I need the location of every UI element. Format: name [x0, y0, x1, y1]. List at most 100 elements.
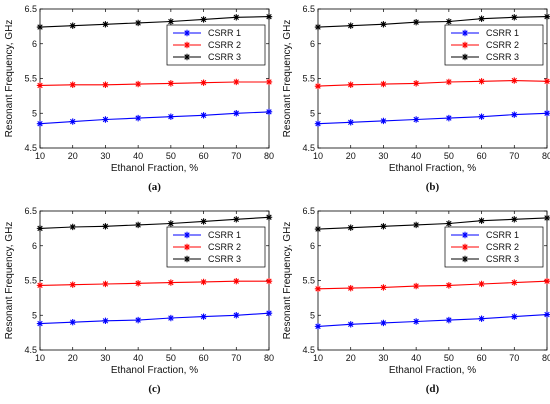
x-tick-label: 40 — [411, 151, 421, 161]
data-point — [69, 281, 76, 288]
x-tick-label: 30 — [378, 151, 388, 161]
y-tick-label: 5 — [310, 108, 315, 118]
data-point — [380, 284, 387, 291]
x-tick-label: 60 — [477, 151, 487, 161]
data-point — [200, 16, 207, 23]
data-point — [314, 120, 322, 127]
chart-panel-2: 10 20 30 40 50 60 70 80 4.5 5 5.5 6 6.5 Ethanol Fract… — [282, 4, 550, 193]
x-tick-label: 70 — [231, 353, 241, 363]
legend-marker — [461, 243, 469, 251]
x-tick-label: 20 — [68, 151, 78, 161]
data-point — [347, 81, 354, 88]
x-tick-label: 80 — [542, 151, 550, 161]
x-tick-label: 50 — [444, 151, 454, 161]
series-2 — [36, 277, 273, 289]
legend-marker — [183, 231, 191, 239]
legend: CSRR 1 CSRR 2 CSRR 3 — [444, 226, 544, 268]
data-point — [380, 117, 387, 125]
series-line — [317, 80, 548, 87]
y-axis-label: Resonant Frequency, GHz — [4, 20, 15, 138]
y-axis-label: Resonant Frequency, GHz — [282, 222, 293, 340]
data-point — [134, 316, 142, 324]
data-point — [200, 278, 207, 286]
x-axis-label: Ethanol Fraction, % — [389, 365, 476, 376]
y-tick-label: 5.5 — [302, 276, 315, 286]
data-point — [543, 214, 550, 222]
series-line — [317, 112, 548, 125]
x-tick-label: 80 — [264, 353, 274, 363]
legend: CSRR 1 CSRR 2 CSRR 3 — [444, 24, 544, 66]
panel-label: (a) — [148, 181, 161, 193]
legend-label: CSRR 3 — [486, 254, 519, 264]
x-tick-label: 20 — [346, 151, 356, 161]
legend-marker — [183, 29, 191, 37]
data-point — [511, 77, 518, 84]
series-line — [39, 81, 269, 86]
data-point — [265, 277, 273, 285]
data-point — [200, 218, 207, 225]
data-point — [511, 111, 518, 118]
x-tick-label: 20 — [346, 353, 356, 363]
x-tick-label: 50 — [444, 353, 454, 363]
y-tick-label: 4.5 — [302, 143, 315, 153]
legend-marker — [461, 53, 469, 61]
legend-label: CSRR 3 — [486, 52, 519, 62]
data-point — [347, 284, 354, 292]
x-tick-label: 30 — [100, 151, 110, 161]
x-tick-label: 70 — [231, 151, 241, 161]
data-point — [445, 78, 453, 86]
y-tick-label: 6.5 — [24, 4, 37, 14]
legend: CSRR 1 CSRR 2 CSRR 3 — [166, 226, 266, 268]
series-2 — [36, 78, 273, 89]
x-tick-label: 40 — [133, 353, 143, 363]
legend-marker — [461, 29, 469, 37]
series-line — [39, 16, 270, 28]
legend-marker — [183, 243, 191, 251]
series-3 — [36, 214, 273, 232]
panel-label: (c) — [148, 383, 161, 395]
series-1 — [314, 311, 550, 330]
y-tick-label: 5.5 — [24, 276, 37, 286]
x-tick-label: 60 — [477, 353, 487, 363]
data-point — [314, 225, 322, 233]
data-point — [314, 82, 322, 90]
series-line — [317, 280, 548, 290]
series-1 — [36, 309, 273, 327]
data-point — [543, 13, 550, 20]
data-point — [412, 19, 420, 26]
data-point — [314, 323, 322, 330]
y-tick-label: 5 — [32, 108, 37, 118]
legend-marker — [183, 53, 191, 61]
x-tick-label: 80 — [264, 151, 274, 161]
data-point — [134, 114, 142, 122]
data-point — [69, 118, 76, 125]
data-point — [265, 13, 273, 20]
x-tick-label: 30 — [100, 353, 110, 363]
data-point — [478, 280, 485, 288]
data-point — [380, 319, 387, 327]
data-point — [233, 110, 240, 117]
data-point — [36, 120, 44, 127]
data-point — [380, 21, 387, 28]
x-tick-label: 10 — [35, 151, 45, 161]
y-tick-label: 5 — [32, 310, 37, 320]
data-point — [134, 221, 142, 229]
x-tick-label: 60 — [199, 353, 209, 363]
x-tick-label: 50 — [166, 151, 176, 161]
legend-label: CSRR 3 — [208, 254, 241, 264]
data-point — [69, 319, 76, 326]
x-tick-label: 10 — [313, 353, 323, 363]
series-1 — [36, 108, 273, 127]
data-point — [347, 321, 354, 328]
data-point — [36, 23, 44, 31]
x-tick-label: 50 — [166, 353, 176, 363]
data-point — [314, 285, 322, 293]
x-tick-label: 40 — [411, 353, 421, 363]
data-point — [102, 116, 109, 123]
data-point — [233, 277, 240, 285]
data-point — [412, 80, 420, 87]
x-tick-label: 30 — [378, 353, 388, 363]
data-point — [233, 78, 240, 86]
data-point — [134, 280, 142, 287]
series-line — [39, 312, 270, 325]
